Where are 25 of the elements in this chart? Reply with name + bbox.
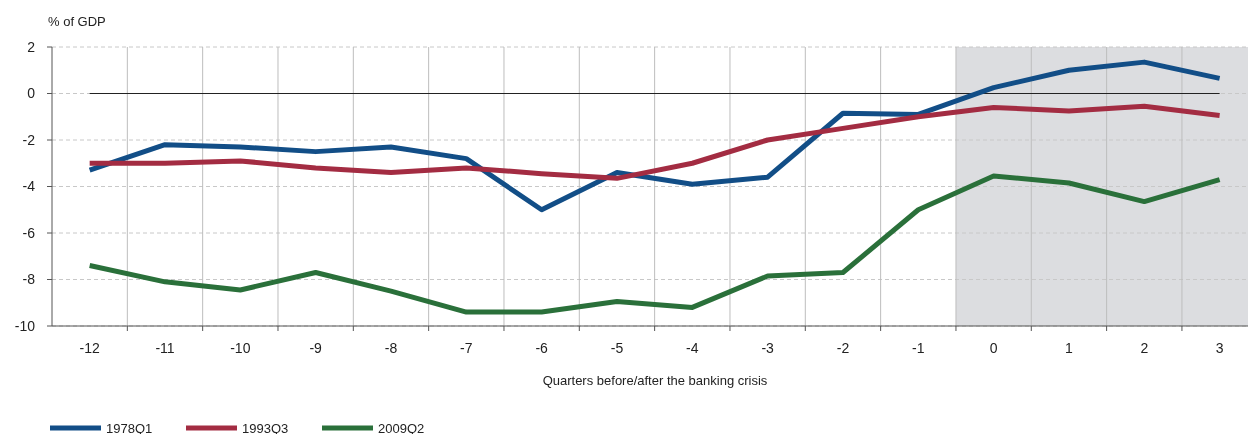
x-axis-title: Quarters before/after the banking crisis xyxy=(542,373,768,388)
x-tick-label: 2 xyxy=(1140,340,1149,356)
x-tick-label: -7 xyxy=(460,340,473,356)
x-tick-label: 3 xyxy=(1215,340,1224,356)
y-tick-label: -2 xyxy=(22,131,36,148)
x-tick-label: 1 xyxy=(1065,340,1074,356)
x-tick-label: -5 xyxy=(610,340,624,356)
x-tick-label: -11 xyxy=(155,340,175,356)
x-tick-label: -3 xyxy=(761,340,775,356)
x-tick-label: -9 xyxy=(309,340,323,356)
y-tick-label: 0 xyxy=(27,85,36,102)
x-tick-label: -2 xyxy=(836,340,850,356)
x-tick-label: -1 xyxy=(912,340,925,356)
y-axis-title: % of GDP xyxy=(48,14,106,29)
y-tick-label: -8 xyxy=(22,271,36,288)
x-tick-label: -6 xyxy=(535,340,549,356)
x-tick-label: -8 xyxy=(384,340,398,356)
x-tick-label: 0 xyxy=(989,340,998,356)
x-tick-label: -10 xyxy=(230,340,251,356)
y-tick-label: -6 xyxy=(22,224,36,241)
x-tick-label: -4 xyxy=(686,340,699,356)
x-tick-label: -12 xyxy=(79,340,100,356)
y-tick-label: 2 xyxy=(27,38,36,55)
y-tick-label: -4 xyxy=(22,178,36,195)
y-tick-label: -10 xyxy=(14,317,36,334)
